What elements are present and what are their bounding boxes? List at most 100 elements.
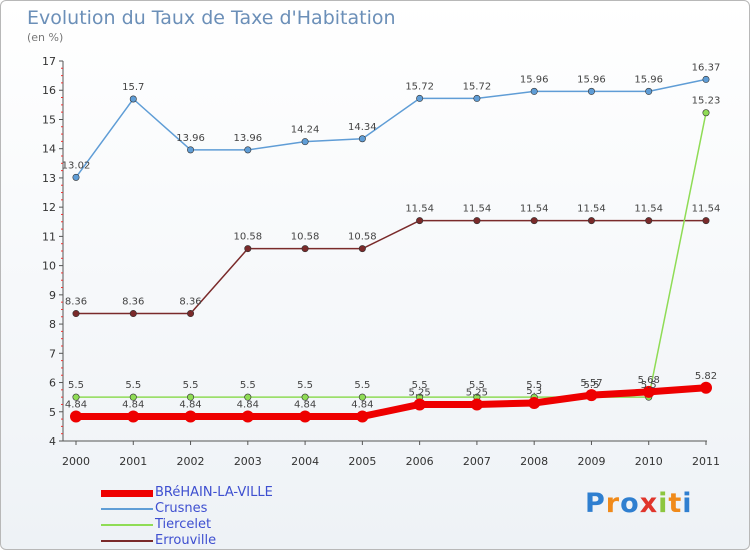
series-line-tiercelet [76,112,707,398]
brand-logo-letter: o [620,488,640,519]
brand-logo-letter: x [639,488,659,519]
data-label: 13.96 [176,133,205,144]
data-point [585,389,598,402]
data-point [645,217,653,225]
data-label: 4.84 [294,399,316,410]
y-tick-label: 5 [49,406,56,419]
legend-label: Tiercelet [155,517,212,532]
data-label: 4.84 [179,399,201,410]
y-tick-label: 11 [42,230,56,243]
y-tick-label: 13 [42,172,56,185]
data-point [127,410,140,423]
data-label: 16.37 [692,62,721,73]
legend-swatch [101,524,153,526]
brand-logo-letter: i [658,488,669,519]
legend-label: Errouville [155,533,217,548]
data-point [413,398,426,411]
data-point [356,410,369,423]
y-tick-label: 8 [49,318,56,331]
data-label: 15.72 [463,81,492,92]
data-point [530,87,538,95]
series-line-br-hain-la-ville [76,384,707,420]
data-point [187,393,195,401]
y-tick-label: 12 [42,201,56,214]
legend-swatch [101,489,153,497]
data-label: 5.5 [469,380,485,391]
data-point [473,217,481,225]
data-label: 5.5 [240,380,256,391]
data-label: 5.5 [412,380,428,391]
data-label: 14.24 [291,125,320,136]
legend-label: BRéHAIN-LA-VILLE [155,485,273,500]
data-point [244,245,252,253]
y-tick-label: 6 [49,377,56,390]
brand-logo: Proxiti [585,488,693,519]
data-point [129,95,137,103]
data-point [129,393,137,401]
data-label: 15.96 [634,74,663,85]
legend-swatch [101,508,153,510]
x-tick-label: 2008 [520,455,548,468]
legend-label: Crusnes [155,501,208,516]
y-tick-label: 14 [42,143,56,156]
brand-logo-letter: i [682,488,693,519]
data-point [530,217,538,225]
data-label: 5.5 [183,380,199,391]
data-point [358,393,366,401]
data-point [702,75,710,83]
data-label: 5.5 [125,380,141,391]
series-line-errouville [76,219,706,315]
x-tick-label: 2010 [635,455,663,468]
data-label: 15.96 [520,74,549,85]
data-point [587,87,595,95]
data-label: 5.5 [584,380,600,391]
data-label: 5.82 [695,371,717,382]
data-label: 13.96 [233,133,262,144]
data-label: 5.5 [526,380,542,391]
data-label: 4.84 [122,399,144,410]
y-tick-label: 9 [49,289,56,302]
brand-logo-letter: r [605,488,621,519]
data-point [72,310,80,318]
data-point [301,393,309,401]
x-tick-label: 2002 [177,455,205,468]
y-tick-label: 16 [42,84,56,97]
x-tick-label: 2005 [348,455,376,468]
data-point [528,397,541,409]
data-point [187,146,195,154]
data-label: 10.58 [291,232,320,243]
data-label: 5.5 [641,380,657,391]
data-label: 11.54 [692,204,721,215]
data-label: 14.34 [348,122,377,133]
data-label: 11.54 [405,204,434,215]
data-label: 13.02 [62,160,91,171]
x-tick-label: 2001 [119,455,147,468]
data-label: 10.58 [233,232,262,243]
data-label: 11.54 [520,204,549,215]
data-point [358,245,366,253]
data-label: 5.3 [526,386,542,397]
data-label: 5.68 [638,375,660,386]
x-tick-label: 2000 [62,455,90,468]
data-label: 10.58 [348,232,377,243]
chart-subtitle: (en %) [27,31,64,44]
data-label: 11.54 [634,204,663,215]
data-point [473,94,481,102]
data-label: 15.72 [405,81,434,92]
y-tick-label: 10 [42,260,56,273]
data-label: 11.54 [577,204,606,215]
data-label: 8.36 [179,297,201,308]
data-point [241,410,254,423]
brand-logo-letter: t [668,488,683,519]
data-point [72,173,80,181]
data-label: 5.25 [409,387,431,398]
data-label: 5.5 [68,380,84,391]
data-point [702,109,710,117]
data-label: 11.54 [463,204,492,215]
data-point [72,393,80,401]
data-label: 5.5 [297,380,313,391]
data-point [416,94,424,102]
data-label: 15.23 [692,96,721,107]
y-tick-label: 4 [49,435,56,448]
